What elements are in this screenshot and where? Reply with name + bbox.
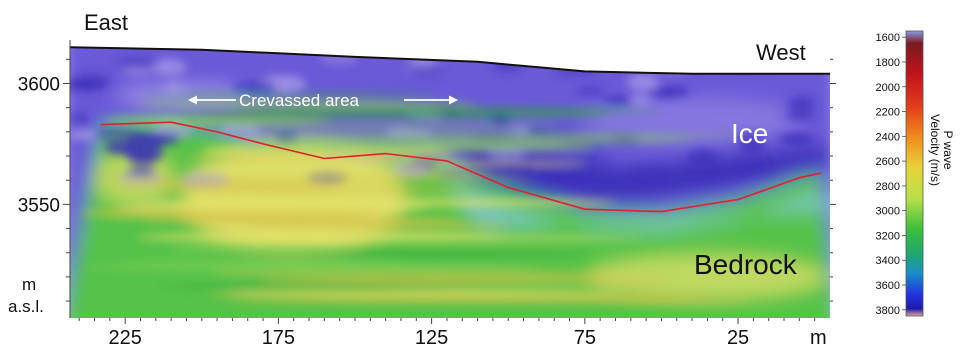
crevassed-area-annotation: Crevassed area: [188, 91, 458, 110]
colorbar-tick-label: 3200: [876, 230, 900, 242]
velocity-section-bands: [70, 50, 816, 305]
colorbar-scale: [905, 30, 924, 317]
x-axis-ticks: 225 175 125 75 25: [78, 318, 816, 349]
colorbar-title-line-1: P wave: [941, 130, 955, 169]
surface-topography-line: [69, 46, 830, 75]
y-axis-title-line-1: m: [22, 275, 36, 294]
colorbar-tick-label: 1600: [876, 32, 900, 44]
x-tick-label: 225: [108, 327, 141, 349]
colorbar-tick-label: 2200: [876, 107, 900, 119]
x-tick-label: 75: [574, 327, 596, 349]
colorbar-tick-label: 3800: [876, 305, 900, 317]
colorbar-tick-label: 1800: [876, 57, 900, 69]
crevassed-arrow-right-head: [449, 95, 458, 105]
x-tick-label: 125: [415, 327, 448, 349]
bedrock-label: Bedrock: [694, 249, 798, 280]
colorbar-title-line-2: Velocity (m/s): [928, 114, 942, 186]
crevassed-area-label: Crevassed area: [239, 91, 360, 110]
colorbar-ticks: 1600 1800 2000 2200 2400 2600 2800 3000 3200 3400…: [876, 32, 906, 317]
y-tick-label: 3550: [18, 195, 60, 216]
velocity-colorbar: 1600 1800 2000 2200 2400 2600 2800 3000 3200 3400…: [876, 30, 955, 317]
direction-label-west: West: [756, 40, 806, 65]
colorbar-tick-label: 2600: [876, 156, 900, 168]
colorbar-tick-label: 2000: [876, 82, 900, 94]
colorbar-tick-label: 2800: [876, 181, 900, 193]
y-axis-ticks: 3600 3550: [18, 58, 836, 302]
y-tick-label: 3600: [18, 75, 60, 96]
colorbar-tick-label: 3600: [876, 280, 900, 292]
colorbar-tick-label: 2400: [876, 131, 900, 143]
colorbar-tick-label: 3400: [876, 255, 900, 267]
x-tick-label: 25: [727, 327, 749, 349]
ice-label: Ice: [731, 118, 768, 149]
colorbar-tick-label: 3000: [876, 206, 900, 218]
ice-bedrock-interface-line: [100, 121, 821, 213]
direction-label-east: East: [84, 10, 128, 35]
velocity-section: [70, 47, 830, 319]
x-axis-unit-label: m: [810, 327, 827, 349]
y-axis-title-line-2: a.s.l.: [8, 297, 44, 316]
x-tick-label: 175: [262, 327, 295, 349]
crevassed-arrow-left-head: [188, 95, 197, 105]
